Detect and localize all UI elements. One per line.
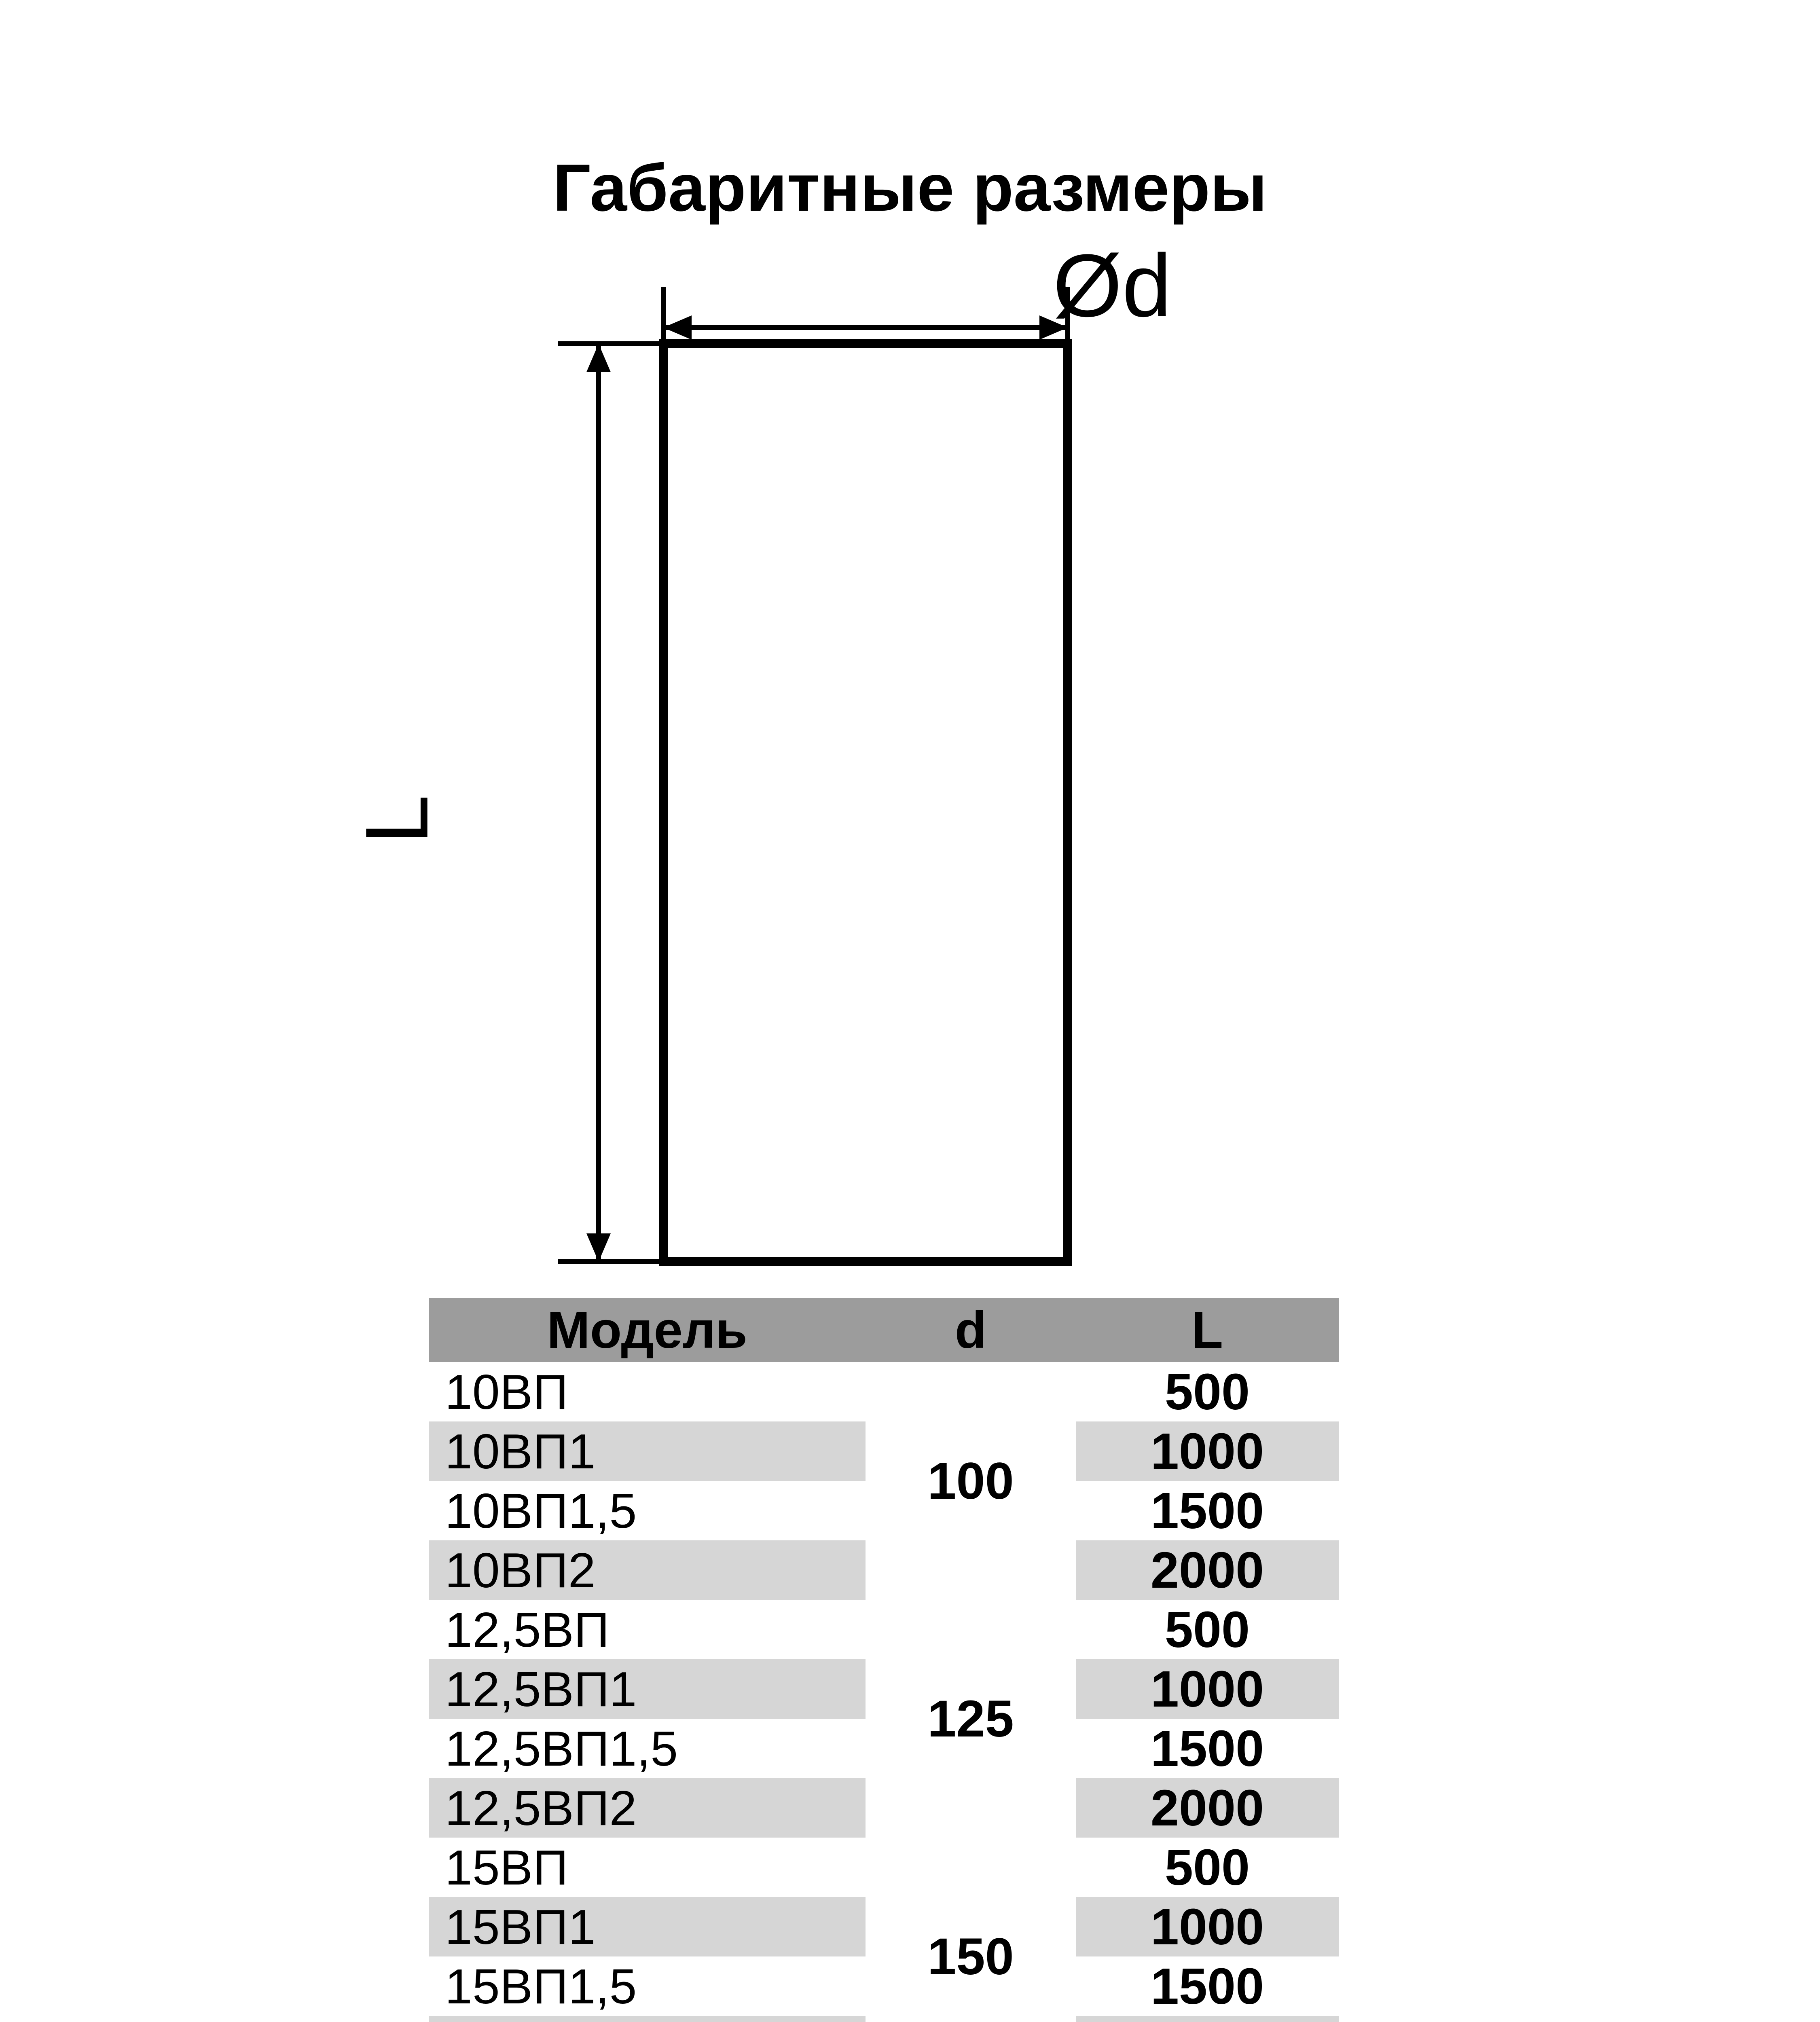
cell-model: 10ВП2 (429, 1540, 866, 1600)
cell-model: 15ВП1,5 (429, 1956, 866, 2016)
cell-l: 500 (1076, 1362, 1339, 1421)
cell-model: 12,5ВП1 (429, 1659, 866, 1719)
cell-l: 500 (1076, 1838, 1339, 1897)
table-body: 10ВП10050010ВП1100010ВП1,5150010ВП220001… (429, 1362, 1339, 2022)
dimensions-table: Модель d L 10ВП10050010ВП1100010ВП1,5150… (429, 1298, 1339, 2022)
cell-l: 500 (1076, 1600, 1339, 1659)
dimensions-table-wrap: Модель d L 10ВП10050010ВП1100010ВП1,5150… (429, 1298, 1339, 2022)
table-row: 10ВП100500 (429, 1362, 1339, 1421)
page: Габаритные размеры Ød L Модель d L 10ВП1… (0, 0, 1820, 2022)
col-header-l: L (1076, 1298, 1339, 1362)
cell-model: 15ВП2 (429, 2016, 866, 2022)
dimension-diagram (425, 226, 1395, 1278)
cell-model: 15ВП (429, 1838, 866, 1897)
page-title: Габаритные размеры (0, 150, 1820, 226)
cell-l: 1000 (1076, 1659, 1339, 1719)
cell-l: 1000 (1076, 1421, 1339, 1481)
col-header-d: d (866, 1298, 1076, 1362)
cell-model: 10ВП1,5 (429, 1481, 866, 1540)
cell-l: 1000 (1076, 1897, 1339, 1956)
table-header: Модель d L (429, 1298, 1339, 1362)
cell-d: 100 (866, 1362, 1076, 1600)
cell-l: 2000 (1076, 1540, 1339, 1600)
cell-l: 1500 (1076, 1481, 1339, 1540)
cell-l: 2000 (1076, 1778, 1339, 1838)
cell-d: 125 (866, 1600, 1076, 1838)
cell-model: 10ВП (429, 1362, 866, 1421)
cell-model: 12,5ВП (429, 1600, 866, 1659)
cell-model: 12,5ВП2 (429, 1778, 866, 1838)
cell-model: 15ВП1 (429, 1897, 866, 1956)
cell-model: 10ВП1 (429, 1421, 866, 1481)
cell-d: 150 (866, 1838, 1076, 2022)
table-row: 12,5ВП125500 (429, 1600, 1339, 1659)
cell-model: 12,5ВП1,5 (429, 1719, 866, 1778)
cell-l: 1500 (1076, 1956, 1339, 2016)
table-row: 15ВП150500 (429, 1838, 1339, 1897)
col-header-model: Модель (429, 1298, 866, 1362)
cell-l: 2000 (1076, 2016, 1339, 2022)
cell-l: 1500 (1076, 1719, 1339, 1778)
